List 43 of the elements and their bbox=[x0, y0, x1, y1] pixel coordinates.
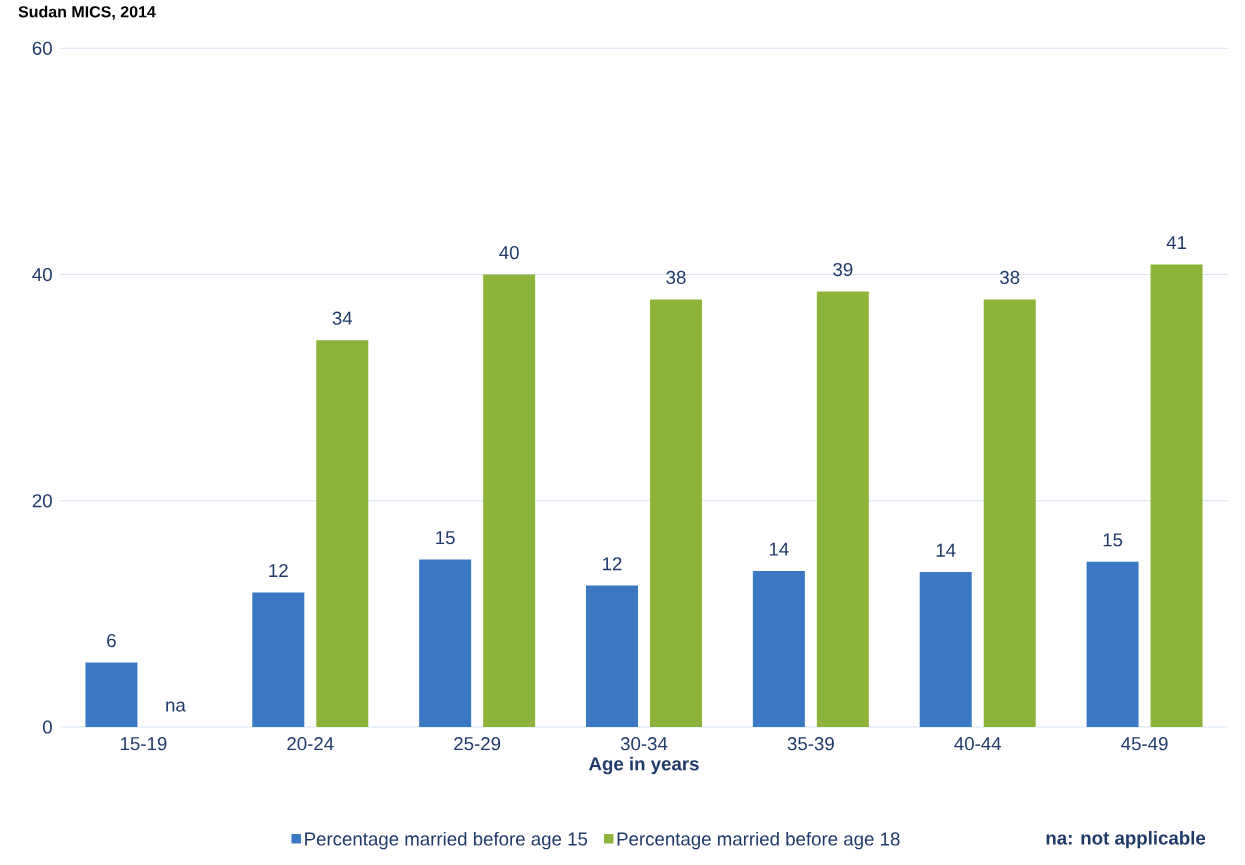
text: na bbox=[166, 701, 186, 712]
x-tick-label: 15-19 bbox=[120, 737, 167, 751]
x-tick-label: 25-29 bbox=[454, 737, 501, 751]
data-label: 39 bbox=[833, 262, 853, 277]
bar bbox=[316, 340, 369, 727]
y-tick-label: 60 bbox=[32, 41, 52, 55]
y-tick-label: 20 bbox=[32, 494, 52, 508]
data-label: 15 bbox=[436, 531, 455, 545]
bar bbox=[752, 570, 805, 727]
bar bbox=[816, 291, 869, 727]
data-label: 6 bbox=[107, 633, 116, 648]
chart-title: Sudan MICS, 2014 bbox=[18, 5, 156, 20]
bar bbox=[650, 299, 702, 727]
data-label: 14 bbox=[769, 542, 789, 556]
x-tick-label: 35-39 bbox=[787, 737, 834, 751]
data-label: 15 bbox=[1103, 533, 1123, 547]
data-label: 14 bbox=[936, 543, 956, 557]
bar bbox=[919, 572, 972, 727]
data-label: 38 bbox=[1000, 270, 1020, 285]
legend-label: Percentage married before age 15 bbox=[305, 831, 588, 850]
x-tick-label: 30-34 bbox=[620, 737, 668, 751]
bar bbox=[983, 299, 1036, 727]
bar bbox=[85, 662, 138, 727]
bar bbox=[252, 592, 305, 727]
data-label: 40 bbox=[499, 245, 519, 260]
data-label: 12 bbox=[603, 557, 622, 571]
data-label: 34 bbox=[332, 311, 353, 325]
data-label: 38 bbox=[666, 270, 686, 285]
bar bbox=[586, 585, 638, 727]
data-label: 12 bbox=[269, 563, 288, 578]
legend-label: Percentage married before age 18 bbox=[617, 831, 900, 850]
bar bbox=[483, 274, 536, 727]
text: na: not applicable bbox=[1046, 830, 1206, 849]
y-tick-label: 0 bbox=[42, 720, 52, 734]
bar bbox=[1150, 264, 1203, 727]
x-tick-label: 20-24 bbox=[287, 737, 334, 751]
data-label: 41 bbox=[1166, 236, 1187, 249]
bar bbox=[419, 559, 472, 727]
x-tick-label: 45-49 bbox=[1121, 737, 1168, 751]
bar bbox=[1086, 561, 1139, 727]
x-tick-label: 40-44 bbox=[954, 737, 1002, 751]
x-axis-title: Age in years bbox=[588, 756, 699, 775]
y-tick-label: 40 bbox=[32, 267, 52, 282]
